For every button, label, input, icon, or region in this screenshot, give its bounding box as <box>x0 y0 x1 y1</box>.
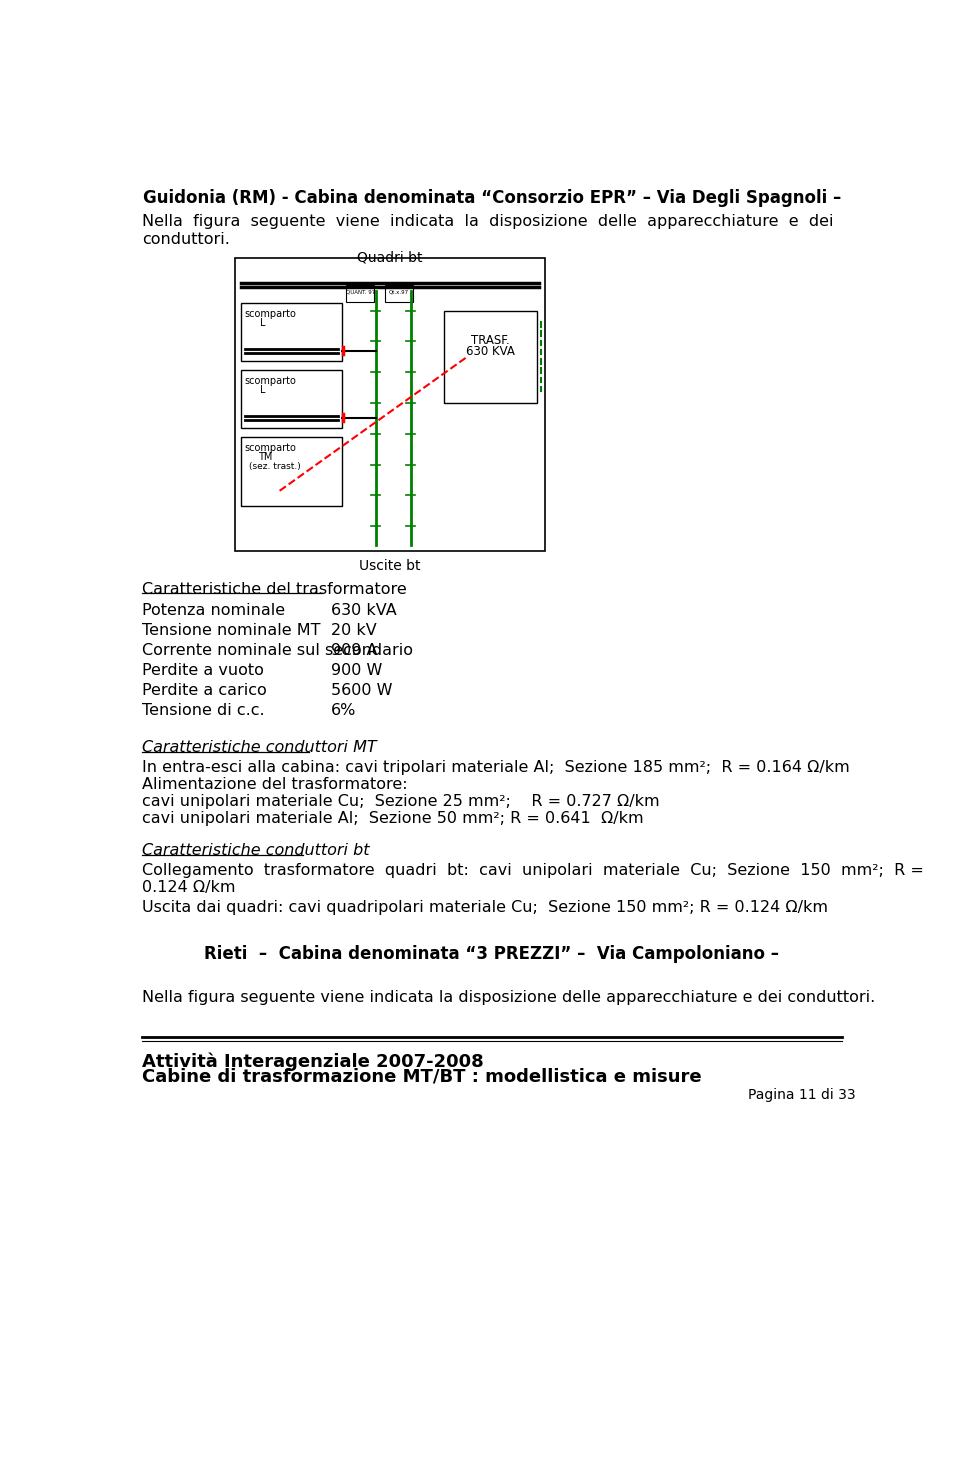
Text: cavi unipolari materiale Cu;  Sezione 25 mm²;    R = 0.727 Ω/km: cavi unipolari materiale Cu; Sezione 25 … <box>142 794 660 810</box>
Text: Potenza nominale: Potenza nominale <box>142 603 285 619</box>
Text: cavi unipolari materiale Al;  Sezione 50 mm²; R = 0.641  Ω/km: cavi unipolari materiale Al; Sezione 50 … <box>142 811 643 826</box>
Text: 900 W: 900 W <box>331 664 382 678</box>
Text: scomparto: scomparto <box>245 444 297 454</box>
Text: scomparto: scomparto <box>245 376 297 387</box>
Text: 6%: 6% <box>331 703 356 718</box>
Text: Tensione di c.c.: Tensione di c.c. <box>142 703 264 718</box>
Text: L: L <box>260 318 266 328</box>
Text: Alimentazione del trasformatore:: Alimentazione del trasformatore: <box>142 778 407 792</box>
Text: 630 kVA: 630 kVA <box>331 603 396 619</box>
Bar <box>241 303 342 360</box>
Text: Quadri bt: Quadri bt <box>357 251 422 264</box>
Text: Rieti  –  Cabina denominata “3 PREZZI” –  Via Campoloniano –: Rieti – Cabina denominata “3 PREZZI” – V… <box>204 945 780 963</box>
Text: 0.124 Ω/km: 0.124 Ω/km <box>142 880 235 896</box>
Text: 630 KVA: 630 KVA <box>466 346 515 359</box>
Text: Qt.x.97: Qt.x.97 <box>389 289 409 295</box>
Text: 909 A: 909 A <box>331 643 377 658</box>
Text: TRASF.: TRASF. <box>471 334 510 347</box>
Text: 20 kV: 20 kV <box>331 623 376 638</box>
Text: Pagina 11 di 33: Pagina 11 di 33 <box>748 1087 855 1102</box>
Text: Perdite a carico: Perdite a carico <box>142 683 267 699</box>
Text: (sez. trast.): (sez. trast.) <box>249 461 300 470</box>
Text: Uscita dai quadri: cavi quadripolari materiale Cu;  Sezione 150 mm²; R = 0.124 Ω: Uscita dai quadri: cavi quadripolari mat… <box>142 900 828 915</box>
Text: Corrente nominale sul secondario: Corrente nominale sul secondario <box>142 643 413 658</box>
Text: Perdite a vuoto: Perdite a vuoto <box>142 664 264 678</box>
Text: L: L <box>260 385 266 395</box>
Bar <box>347 285 374 302</box>
Text: Tensione nominale MT: Tensione nominale MT <box>142 623 321 638</box>
Text: Nella  figura  seguente  viene  indicata  la  disposizione  delle  apparecchiatu: Nella figura seguente viene indicata la … <box>142 213 833 229</box>
Text: Guidonia (RM) - Cabina denominata “Consorzio EPR” – Via Degli Spagnoli –: Guidonia (RM) - Cabina denominata “Conso… <box>143 188 841 207</box>
Text: scomparto: scomparto <box>245 309 297 320</box>
Bar <box>241 371 342 427</box>
Bar <box>241 436 342 506</box>
Text: 5600 W: 5600 W <box>331 683 393 699</box>
Text: Uscite bt: Uscite bt <box>359 559 420 572</box>
Text: Cabine di trasformazione MT/BT : modellistica e misure: Cabine di trasformazione MT/BT : modelli… <box>142 1068 702 1085</box>
Text: Collegamento  trasformatore  quadri  bt:  cavi  unipolari  materiale  Cu;  Sezio: Collegamento trasformatore quadri bt: ca… <box>142 864 924 878</box>
Text: Caratteristiche conduttori MT: Caratteristiche conduttori MT <box>142 740 376 756</box>
Text: TM: TM <box>258 452 273 463</box>
Bar <box>444 311 537 403</box>
Text: QUANT. 97: QUANT. 97 <box>346 289 374 295</box>
Text: conduttori.: conduttori. <box>142 232 229 247</box>
Text: In entra-esci alla cabina: cavi tripolari materiale Al;  Sezione 185 mm²;  R = 0: In entra-esci alla cabina: cavi tripolar… <box>142 760 850 775</box>
Text: Nella figura seguente viene indicata la disposizione delle apparecchiature e dei: Nella figura seguente viene indicata la … <box>142 989 875 1005</box>
Text: Caratteristiche conduttori bt: Caratteristiche conduttori bt <box>142 843 370 858</box>
Text: Caratteristiche del trasformatore: Caratteristiche del trasformatore <box>142 582 406 597</box>
Bar <box>385 285 413 302</box>
Text: Attività Interagenziale 2007-2008: Attività Interagenziale 2007-2008 <box>142 1052 484 1071</box>
Bar <box>234 258 544 552</box>
